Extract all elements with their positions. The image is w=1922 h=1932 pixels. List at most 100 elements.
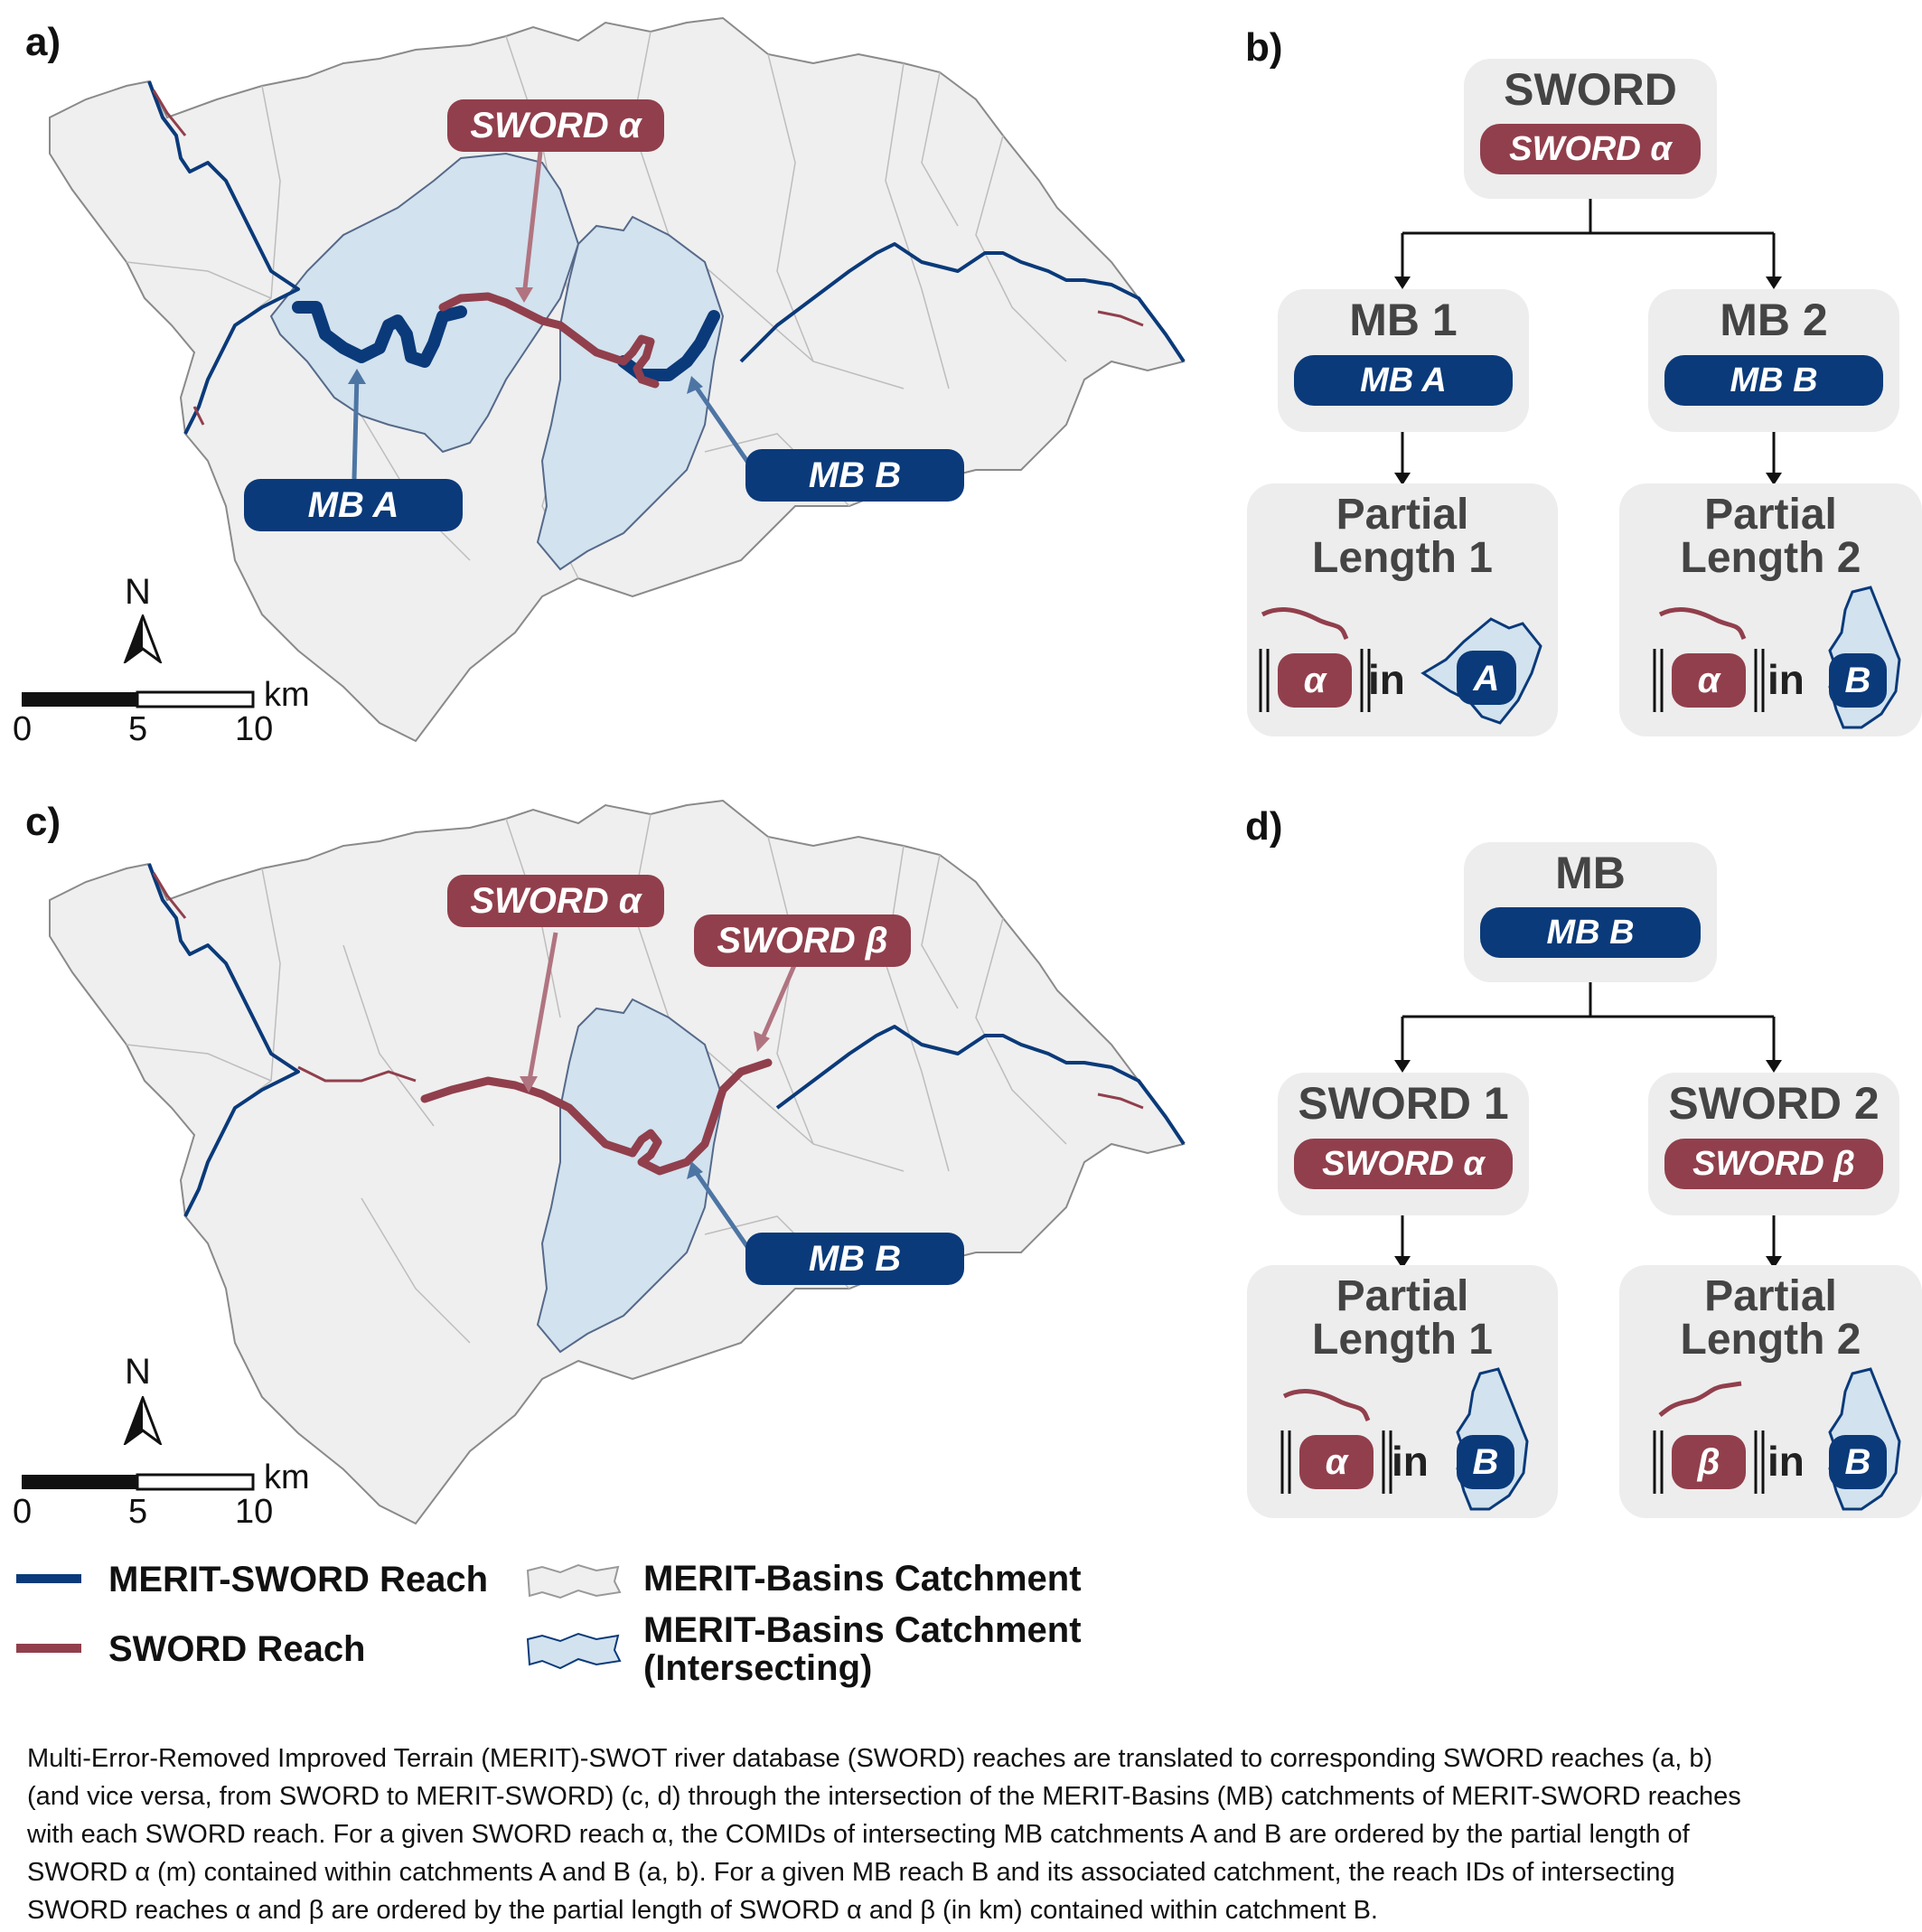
sword-reach [420, 1058, 773, 1176]
scale-tick-0: 0 [13, 1493, 33, 1531]
tree-b-right-symbol: α [1697, 661, 1720, 700]
scale-tick-5: 5 [128, 1493, 148, 1531]
map-c-mb-b-label: MB B [745, 1233, 964, 1285]
north-label: N [125, 1352, 151, 1392]
tree-d-left-leaf-line2: Length 1 [1312, 1316, 1493, 1364]
tree-d-left-leaf: Partial Length 1 α in B [1247, 1265, 1558, 1518]
tree-b-left-symbol: α [1303, 661, 1327, 700]
tree-b-left-box: MB 1 MB A [1278, 289, 1529, 432]
tree-b-left-catch-letter: A [1473, 659, 1500, 699]
norm-bars-icon [1280, 1430, 1392, 1494]
panel-label-a: a) [25, 20, 61, 64]
tree-d-left-symbol: α [1325, 1442, 1348, 1482]
tree-d-right-leaf-line2: Length 2 [1680, 1316, 1861, 1364]
map-a-mb-b-label: MB B [745, 449, 964, 502]
merit-reach [147, 80, 1186, 435]
tree-d-left-leaf-line1: Partial [1336, 1272, 1469, 1320]
tree-b-left-leaf-line2: Length 1 [1312, 534, 1493, 582]
sword-squiggle-icon [1282, 1389, 1371, 1421]
catchment-b [536, 215, 725, 571]
tree-d-connectors [1394, 982, 1782, 1269]
tree-d-left-box: SWORD 1 SWORD α [1278, 1073, 1529, 1215]
intersecting-catchments [536, 998, 725, 1354]
caption-line: with each SWORD reach. For a given SWORD… [27, 1820, 1690, 1849]
tree-d-right-symbol: β [1697, 1442, 1720, 1482]
tree-d-left-catch-letter: B [1472, 1442, 1499, 1482]
tree-d-right-catch-letter: B [1844, 1442, 1871, 1482]
north-arrow-icon [123, 1396, 163, 1445]
scale-tick-10: 10 [235, 1493, 274, 1531]
tree-d-root-title: MB [1555, 848, 1626, 898]
scale-unit: km [264, 1458, 310, 1496]
map-panel-c [49, 799, 1186, 1525]
tree-b-right-leaf-line2: Length 2 [1680, 534, 1861, 582]
annotation-arrows [520, 932, 798, 1252]
figure-caption: Multi-Error-Removed Improved Terrain (ME… [27, 1740, 1907, 1929]
tree-d-right-leaf: Partial Length 2 β in B [1619, 1265, 1922, 1518]
sword-squiggle-icon [1261, 607, 1349, 640]
tree-d-root-box: MB MB B [1464, 842, 1717, 982]
north-label: N [125, 572, 151, 612]
tree-b-right-leaf-line1: Partial [1704, 491, 1837, 539]
catchment-a [269, 152, 580, 454]
intersecting-catchments [269, 152, 725, 571]
tree-b-right-box: MB 2 MB B [1648, 289, 1899, 432]
scale-bar [22, 690, 255, 708]
annotation-arrows [348, 151, 753, 480]
catchment-b-icon [1828, 586, 1901, 729]
tree-b-left-leaf: Partial Length 1 α in A [1247, 483, 1558, 736]
scale-tick-10: 10 [235, 710, 274, 748]
legend-merit-label: MERIT-SWORD Reach [108, 1560, 489, 1599]
tree-b-left-in: in [1368, 656, 1405, 703]
legend-catchment-intersect-swatch [526, 1632, 622, 1670]
legend-sword-swatch [16, 1644, 81, 1653]
legend-sword-label: SWORD Reach [108, 1629, 366, 1669]
sword-reach-thin [152, 89, 1144, 426]
tree-b-root-title: SWORD [1504, 64, 1677, 115]
scale-unit: km [264, 676, 310, 714]
legend-catchment-swatch [526, 1563, 622, 1599]
scale-tick-5: 5 [128, 710, 148, 748]
tree-b-root-box: SWORD SWORD α [1464, 59, 1717, 199]
tree-d-right-title: SWORD 2 [1668, 1078, 1880, 1129]
catchment-b [536, 998, 725, 1354]
map-panel-a [49, 16, 1186, 743]
tree-b-left-leaf-line1: Partial [1336, 491, 1469, 539]
map-a-mb-a-label: MB A [244, 479, 463, 531]
tree-b-right-catch-letter: B [1844, 661, 1871, 700]
map-a-sword-alpha-label: SWORD α [447, 99, 664, 152]
tree-d-left-in: in [1392, 1438, 1429, 1485]
norm-bars-icon [1259, 649, 1371, 712]
legend-merit-swatch [16, 1574, 81, 1583]
norm-bars-icon [1653, 1430, 1765, 1494]
tree-b-right-title: MB 2 [1720, 295, 1828, 345]
tree-b-right-in: in [1767, 656, 1805, 703]
panel-label-d: d) [1245, 804, 1283, 849]
legend-catchment-intersect-label-1: MERIT-Basins Catchment [643, 1610, 1082, 1650]
tree-d-right-box: SWORD 2 SWORD β [1648, 1073, 1899, 1215]
tree-d-right-leaf-line1: Partial [1704, 1272, 1837, 1320]
map-c-sword-beta-label: SWORD β [694, 914, 911, 967]
tree-b-left-pill: MB A [1294, 355, 1513, 406]
tree-b-right-leaf: Partial Length 2 α in B [1619, 483, 1922, 736]
scale-bar [22, 1473, 255, 1491]
legend-catchment-intersect-label-2: (Intersecting) [643, 1648, 873, 1688]
tree-b-connectors [1394, 199, 1782, 485]
sword-squiggle-icon [1658, 1381, 1742, 1417]
merit-reach [147, 863, 1186, 1217]
caption-line: (and vice versa, from SWORD to MERIT-SWO… [27, 1782, 1741, 1811]
north-arrow-icon [123, 614, 163, 663]
legend-catchment-label: MERIT-Basins Catchment [643, 1559, 1082, 1599]
tree-d-left-title: SWORD 1 [1298, 1078, 1509, 1129]
sword-reach [438, 292, 660, 389]
catchment-b-icon [1828, 1367, 1901, 1511]
panel-label-c: c) [25, 800, 61, 844]
tree-d-root-pill: MB B [1480, 907, 1701, 958]
caption-line: SWORD reaches α and β are ordered by the… [27, 1896, 1378, 1925]
norm-bars-icon [1653, 649, 1765, 712]
scale-tick-0: 0 [13, 710, 33, 748]
tree-d-right-in: in [1767, 1438, 1805, 1485]
catchment-b-icon [1456, 1367, 1529, 1511]
tree-d-left-pill: SWORD α [1294, 1139, 1513, 1189]
tree-b-left-title: MB 1 [1349, 295, 1458, 345]
